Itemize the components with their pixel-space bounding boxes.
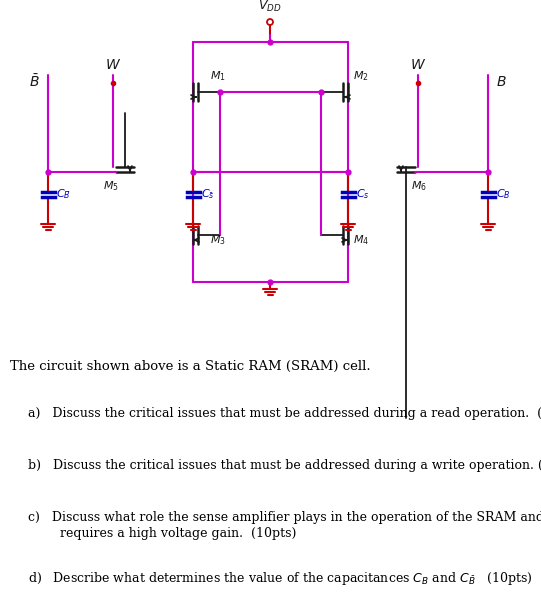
Text: $M_2$: $M_2$ xyxy=(353,69,369,83)
Text: $M_4$: $M_4$ xyxy=(353,233,369,247)
Text: $M_3$: $M_3$ xyxy=(210,233,226,247)
Text: b)   Discuss the critical issues that must be addressed during a write operation: b) Discuss the critical issues that must… xyxy=(28,459,541,472)
Text: $M_1$: $M_1$ xyxy=(210,69,226,83)
Text: $B$: $B$ xyxy=(496,75,507,89)
Text: $C_\bar{s}$: $C_\bar{s}$ xyxy=(201,188,215,201)
Text: $C_s$: $C_s$ xyxy=(356,188,370,201)
Text: The circuit shown above is a Static RAM (SRAM) cell.: The circuit shown above is a Static RAM … xyxy=(10,360,371,373)
Text: requires a high voltage gain.  (10pts): requires a high voltage gain. (10pts) xyxy=(28,527,296,540)
Text: a)   Discuss the critical issues that must be addressed during a read operation.: a) Discuss the critical issues that must… xyxy=(28,407,541,420)
Text: $W$: $W$ xyxy=(410,58,426,72)
Text: $W$: $W$ xyxy=(105,58,121,72)
Text: $V_{DD}$: $V_{DD}$ xyxy=(258,0,282,14)
Text: c)   Discuss what role the sense amplifier plays in the operation of the SRAM an: c) Discuss what role the sense amplifier… xyxy=(28,511,541,524)
Text: $C_B$: $C_B$ xyxy=(496,188,511,201)
Text: $C_\bar{B}$: $C_\bar{B}$ xyxy=(56,188,71,201)
Text: $\bar{B}$: $\bar{B}$ xyxy=(29,74,40,90)
Text: $M_6$: $M_6$ xyxy=(411,179,427,193)
Text: d)   Describe what determines the value of the capacitances $C_B$ and $C_{\bar{B: d) Describe what determines the value of… xyxy=(28,570,532,587)
Text: $M_5$: $M_5$ xyxy=(103,179,119,193)
